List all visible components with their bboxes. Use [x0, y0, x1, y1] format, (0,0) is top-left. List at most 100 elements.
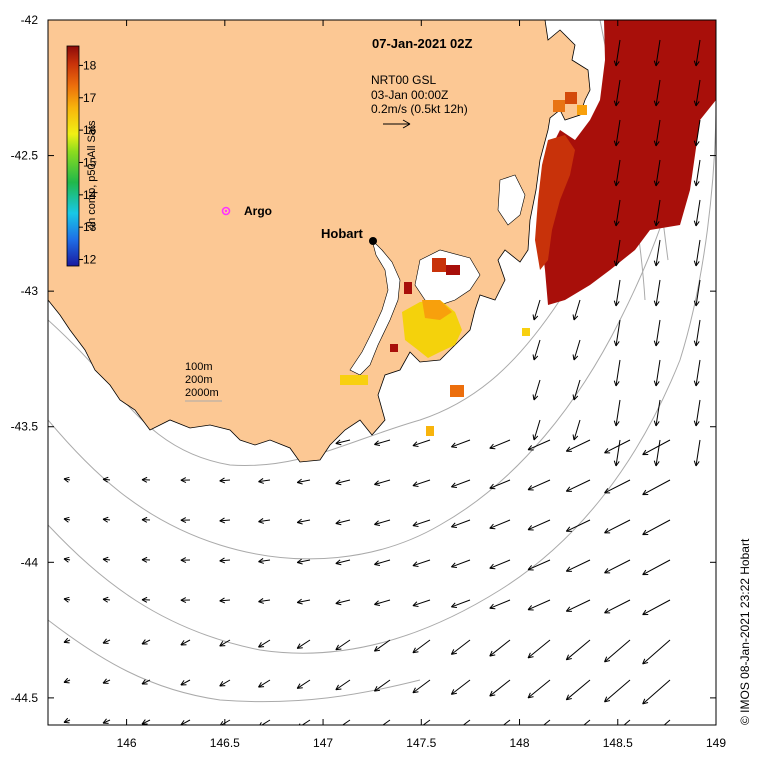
x-tick-label: 149	[706, 736, 726, 750]
current-arrow	[258, 598, 271, 604]
sst-cell	[390, 344, 398, 352]
sst-cell	[565, 92, 577, 104]
current-arrow	[642, 599, 671, 616]
current-arrow	[653, 159, 661, 187]
current-arrow	[102, 678, 111, 684]
sst-cell	[577, 105, 587, 115]
current-arrow	[335, 519, 351, 526]
current-arrow	[296, 639, 311, 649]
current-arrow	[258, 639, 271, 648]
current-arrow	[613, 199, 621, 227]
current-arrow	[653, 239, 661, 267]
current-arrow	[693, 39, 701, 67]
current-arrow	[653, 39, 661, 67]
current-arrow	[532, 339, 541, 361]
current-arrow	[502, 719, 511, 725]
current-arrow	[296, 518, 311, 525]
current-arrow	[613, 79, 621, 107]
current-arrow	[527, 519, 551, 531]
current-arrow	[489, 559, 511, 570]
y-tick-label: -43.5	[11, 420, 39, 434]
current-arrow	[63, 476, 71, 483]
current-arrow	[296, 558, 311, 565]
current-arrow	[374, 439, 391, 447]
current-arrow	[613, 439, 621, 467]
colorbar-ticks: 18 17 16 15 14 13 12	[79, 58, 97, 267]
current-arrow	[382, 719, 391, 725]
tasmania-land	[48, 20, 591, 463]
current-arrow	[653, 439, 661, 467]
current-arrow	[663, 719, 671, 725]
current-arrow	[450, 639, 471, 655]
current-arrow	[63, 637, 71, 644]
sst-patches	[340, 20, 716, 436]
current-arrow	[527, 559, 551, 571]
current-arrow	[693, 239, 701, 267]
current-source: NRT00 GSL	[371, 73, 436, 87]
current-arrow	[462, 719, 471, 725]
current-arrow	[298, 719, 311, 725]
current-arrow	[642, 639, 671, 665]
current-arrow	[102, 718, 111, 724]
current-arrow	[180, 517, 191, 524]
current-arrow	[180, 679, 191, 686]
current-arrow	[613, 159, 621, 187]
current-arrow	[489, 439, 511, 450]
y-tick-label: -44.5	[11, 691, 39, 705]
current-arrow	[63, 556, 71, 563]
current-arrow	[693, 399, 701, 427]
current-arrow	[693, 279, 701, 307]
current-arrow	[451, 599, 471, 609]
isobath-legend-2000m: 2000m	[185, 387, 219, 399]
current-arrow	[374, 519, 391, 527]
current-arrow	[532, 299, 541, 321]
y-tick-label: -43	[21, 284, 39, 298]
current-arrow	[489, 639, 511, 657]
current-arrow	[653, 359, 661, 387]
current-arrow	[642, 559, 671, 576]
current-arrow	[102, 476, 111, 483]
current-arrow	[604, 639, 631, 663]
sst-cell	[340, 375, 368, 385]
current-arrow	[653, 199, 661, 227]
current-arrow	[102, 596, 111, 603]
sst-cell	[446, 265, 460, 275]
current-arrow	[653, 279, 661, 307]
current-arrow	[335, 439, 351, 446]
current-arrow	[572, 379, 581, 401]
x-tick-label: 146.5	[210, 736, 240, 750]
current-arrow	[296, 598, 311, 605]
hobart-marker-icon	[369, 237, 377, 245]
current-arrow	[141, 596, 151, 603]
sst-cell	[426, 426, 434, 436]
current-arrow	[258, 518, 271, 524]
tasman-peninsula-gap	[414, 249, 481, 306]
current-arrow	[258, 558, 271, 564]
argo-label: Argo	[244, 204, 272, 218]
current-arrow	[623, 719, 631, 725]
current-arrow	[422, 719, 431, 725]
current-arrow	[604, 439, 631, 454]
current-arrow	[572, 339, 581, 361]
colorbar-tick-label: 14	[83, 188, 97, 202]
current-arrow	[604, 559, 631, 574]
current-arrow	[412, 679, 431, 694]
current-arrow	[613, 39, 621, 67]
current-arrow	[604, 479, 631, 494]
current-arrow	[489, 599, 511, 610]
current-arrow	[374, 479, 391, 487]
current-arrow	[258, 679, 271, 688]
current-arrow	[653, 119, 661, 147]
current-arrow	[613, 119, 621, 147]
current-arrow	[180, 557, 191, 564]
current-arrow	[102, 638, 111, 644]
current-arrow	[219, 597, 231, 604]
current-time: 03-Jan 00:00Z	[371, 88, 448, 102]
eac-warm-patch	[540, 20, 716, 305]
current-arrow	[219, 639, 231, 647]
sst-cell	[553, 100, 565, 112]
current-arrow	[412, 519, 431, 527]
current-arrow	[219, 517, 231, 524]
current-arrow	[102, 556, 111, 563]
east-coast-gap	[497, 174, 526, 226]
